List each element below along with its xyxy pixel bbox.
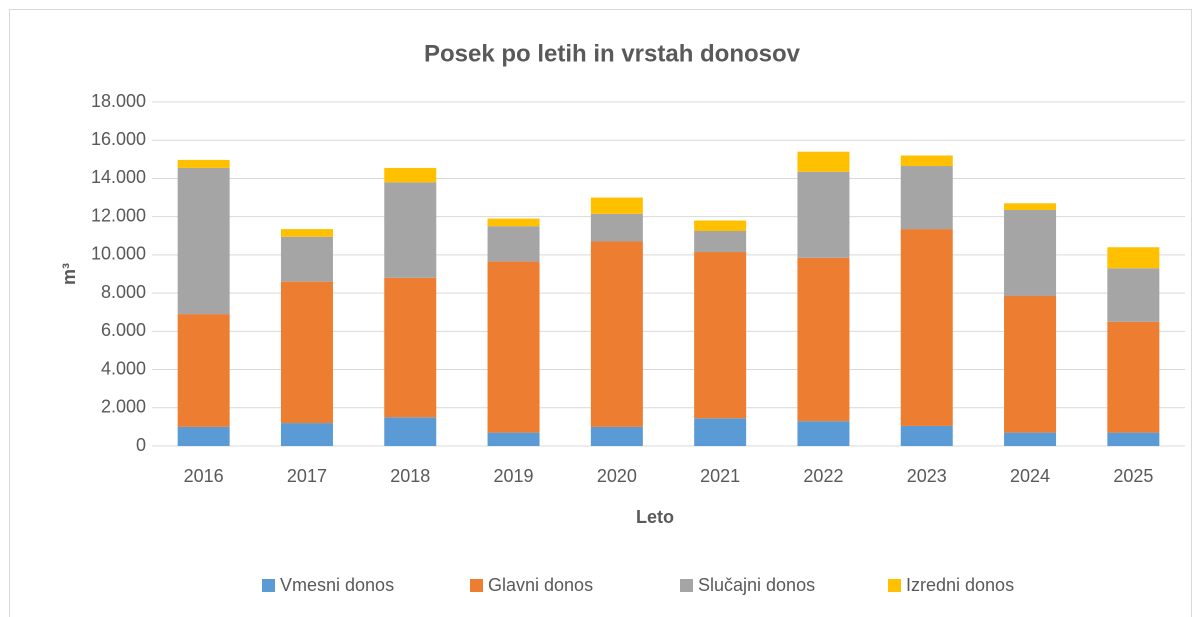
bar-segment <box>177 159 230 168</box>
bar-segment <box>1107 321 1160 433</box>
x-tick-label: 2025 <box>1113 466 1153 486</box>
bar-segment <box>1004 295 1057 433</box>
bar-segment <box>384 182 437 278</box>
bar-segment <box>177 426 230 446</box>
y-tick-label: 10.000 <box>91 244 146 264</box>
x-tick-label: 2021 <box>700 466 740 486</box>
bar-segment <box>797 171 850 258</box>
legend-swatch <box>470 579 483 592</box>
legend-label: Vmesni donos <box>280 575 394 595</box>
bar-segment <box>797 151 850 172</box>
y-tick-label: 2.000 <box>101 397 146 417</box>
x-axis-label: Leto <box>636 507 674 527</box>
y-axis-label: m³ <box>59 263 79 285</box>
bar-segment <box>694 252 747 419</box>
chart-title: Posek po letih in vrstah donosov <box>424 40 801 67</box>
bar-segment <box>900 229 953 426</box>
bar-segment <box>590 241 643 427</box>
bar-segment <box>487 218 540 227</box>
legend-swatch <box>888 579 901 592</box>
legend-label: Slučajni donos <box>698 575 815 595</box>
bar-segment <box>694 220 747 231</box>
legend-swatch <box>262 579 275 592</box>
bar-segment <box>590 197 643 214</box>
y-tick-label: 8.000 <box>101 282 146 302</box>
bar-segment <box>1107 432 1160 446</box>
bar-segment <box>1004 203 1057 210</box>
bar-segment <box>900 166 953 230</box>
bar-segment <box>590 213 643 242</box>
x-tick-label: 2018 <box>390 466 430 486</box>
bar-segment <box>1004 209 1057 296</box>
bar-segment <box>694 231 747 253</box>
bar-segment <box>384 417 437 446</box>
x-tick-label: 2020 <box>597 466 637 486</box>
bar-segment <box>280 229 333 237</box>
y-tick-label: 18.000 <box>91 91 146 111</box>
bar-segment <box>1107 247 1160 269</box>
bar-segment <box>177 314 230 427</box>
x-tick-label: 2022 <box>803 466 843 486</box>
bar-segment <box>177 167 230 315</box>
y-tick-label: 12.000 <box>91 205 146 225</box>
y-tick-label: 4.000 <box>101 358 146 378</box>
bar-segment <box>384 167 437 183</box>
y-tick-label: 14.000 <box>91 167 146 187</box>
x-tick-label: 2019 <box>494 466 534 486</box>
legend-label: Izredni donos <box>906 575 1014 595</box>
bar-segment <box>797 421 850 446</box>
bar-segment <box>797 257 850 422</box>
bar-segment <box>280 236 333 282</box>
y-tick-label: 6.000 <box>101 320 146 340</box>
bar-segment <box>590 426 643 446</box>
bar-segment <box>487 226 540 262</box>
bar-segment <box>280 423 333 446</box>
x-tick-label: 2023 <box>907 466 947 486</box>
bar-segment <box>487 261 540 433</box>
y-tick-label: 16.000 <box>91 129 146 149</box>
y-tick-label: 0 <box>136 435 146 455</box>
bar-segment <box>1004 432 1057 446</box>
bar-segment <box>900 425 953 446</box>
bar-segment <box>694 418 747 446</box>
bar-segment <box>1107 268 1160 322</box>
bar-segment <box>900 155 953 167</box>
x-tick-label: 2024 <box>1010 466 1050 486</box>
legend-swatch <box>680 579 693 592</box>
legend-label: Glavni donos <box>488 575 593 595</box>
bar-segment <box>384 277 437 418</box>
x-tick-label: 2017 <box>287 466 327 486</box>
x-tick-label: 2016 <box>184 466 224 486</box>
bar-segment <box>280 281 333 424</box>
bar-segment <box>487 432 540 446</box>
